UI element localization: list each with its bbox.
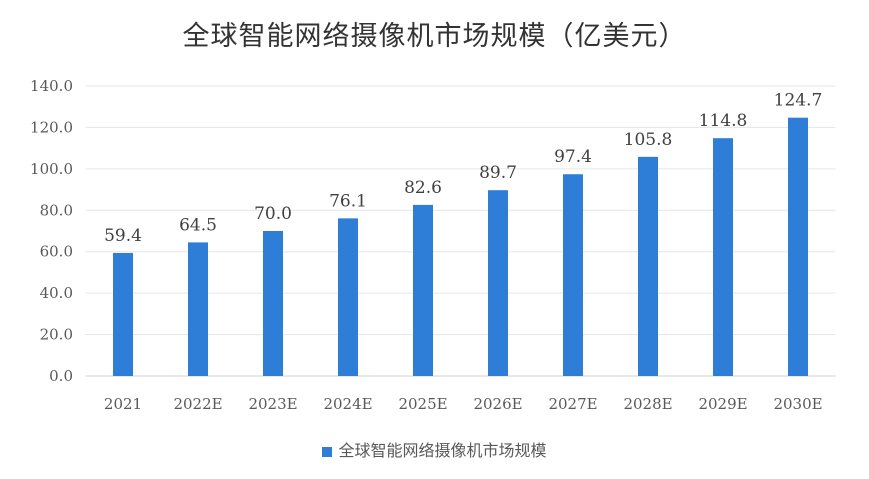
bar: [338, 218, 358, 376]
data-label: 105.8: [624, 130, 673, 150]
bar: [788, 117, 808, 376]
y-tick-label: 0.0: [49, 367, 73, 385]
y-tick-label: 140.0: [30, 77, 73, 95]
data-label: 64.5: [179, 215, 217, 235]
x-tick-label: 2029E: [698, 395, 747, 413]
data-label: 82.6: [404, 178, 442, 198]
bar: [713, 138, 733, 376]
legend-swatch: [322, 446, 333, 457]
x-tick-label: 2025E: [398, 395, 447, 413]
bar: [113, 252, 133, 376]
bar: [413, 204, 433, 376]
data-label: 70.0: [254, 204, 292, 224]
bar: [188, 242, 208, 376]
x-tick-label: 2022E: [173, 395, 222, 413]
x-tick-label: 2024E: [323, 395, 372, 413]
data-label: 89.7: [479, 163, 517, 183]
y-tick-label: 120.0: [30, 118, 73, 136]
bar: [488, 190, 508, 376]
x-tick-label: 2027E: [548, 395, 597, 413]
bar: [638, 156, 658, 376]
chart-title: 全球智能网络摄像机市场规模（亿美元）: [182, 21, 687, 52]
x-tick-label: 2023E: [248, 395, 297, 413]
y-tick-label: 20.0: [40, 326, 73, 344]
x-tick-label: 2026E: [473, 395, 522, 413]
bar: [563, 174, 583, 376]
y-tick-label: 60.0: [40, 243, 73, 261]
y-tick-label: 40.0: [40, 284, 73, 302]
data-label: 59.4: [104, 226, 142, 246]
x-tick-label: 2028E: [623, 395, 672, 413]
data-label: 114.8: [699, 111, 748, 131]
x-tick-label: 2021: [104, 395, 142, 413]
bar: [263, 231, 283, 376]
legend: 全球智能网络摄像机市场规模: [0, 437, 869, 461]
x-tick-label: 2030E: [773, 395, 822, 413]
data-label: 76.1: [329, 191, 367, 211]
y-tick-label: 80.0: [40, 201, 73, 219]
legend-label: 全球智能网络摄像机市场规模: [338, 441, 547, 460]
y-tick-label: 100.0: [30, 160, 73, 178]
data-label: 97.4: [554, 147, 592, 167]
data-label: 124.7: [774, 91, 823, 111]
